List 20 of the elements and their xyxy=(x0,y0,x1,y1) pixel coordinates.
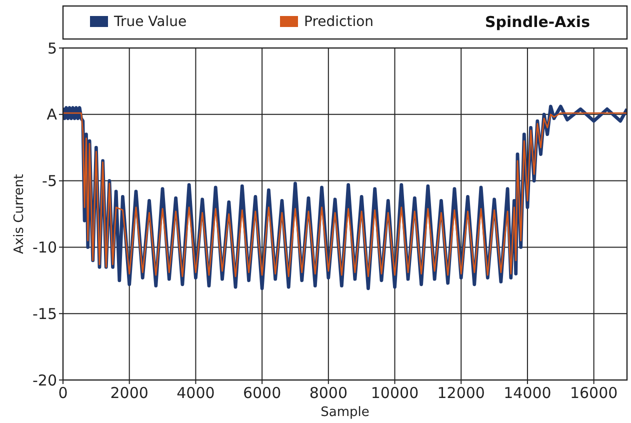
legend-label: Prediction xyxy=(304,14,374,30)
y-tick-label: -20 xyxy=(32,371,57,390)
x-tick-label: 16000 xyxy=(570,384,618,402)
y-tick-label: A xyxy=(46,106,58,124)
y-tick-label: -5 xyxy=(42,172,57,190)
x-tick-label: 4000 xyxy=(176,384,215,402)
y-tick-label: -15 xyxy=(32,304,57,323)
legend-label: True Value xyxy=(113,14,187,30)
x-tick-label: 0 xyxy=(58,384,68,402)
y-tick-label: 5 xyxy=(47,39,57,58)
x-tick-label: 14000 xyxy=(504,384,552,402)
x-axis-title: Sample xyxy=(320,405,370,420)
x-tick-label: 6000 xyxy=(242,384,282,402)
y-axis-title: Axis Current xyxy=(12,174,27,254)
x-tick-label: 2000 xyxy=(110,384,148,402)
y-tick-label: -10 xyxy=(32,238,57,256)
x-tick-label: 8000 xyxy=(309,384,348,402)
x-tick-label: 10000 xyxy=(370,384,419,402)
x-tick-label: 12000 xyxy=(437,384,485,402)
chart-title: Spindle-Axis xyxy=(485,13,590,31)
